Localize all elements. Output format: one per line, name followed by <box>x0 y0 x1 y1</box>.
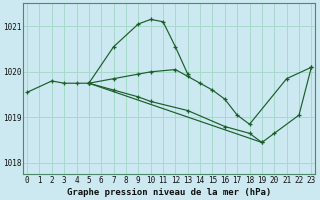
X-axis label: Graphe pression niveau de la mer (hPa): Graphe pression niveau de la mer (hPa) <box>67 188 271 197</box>
